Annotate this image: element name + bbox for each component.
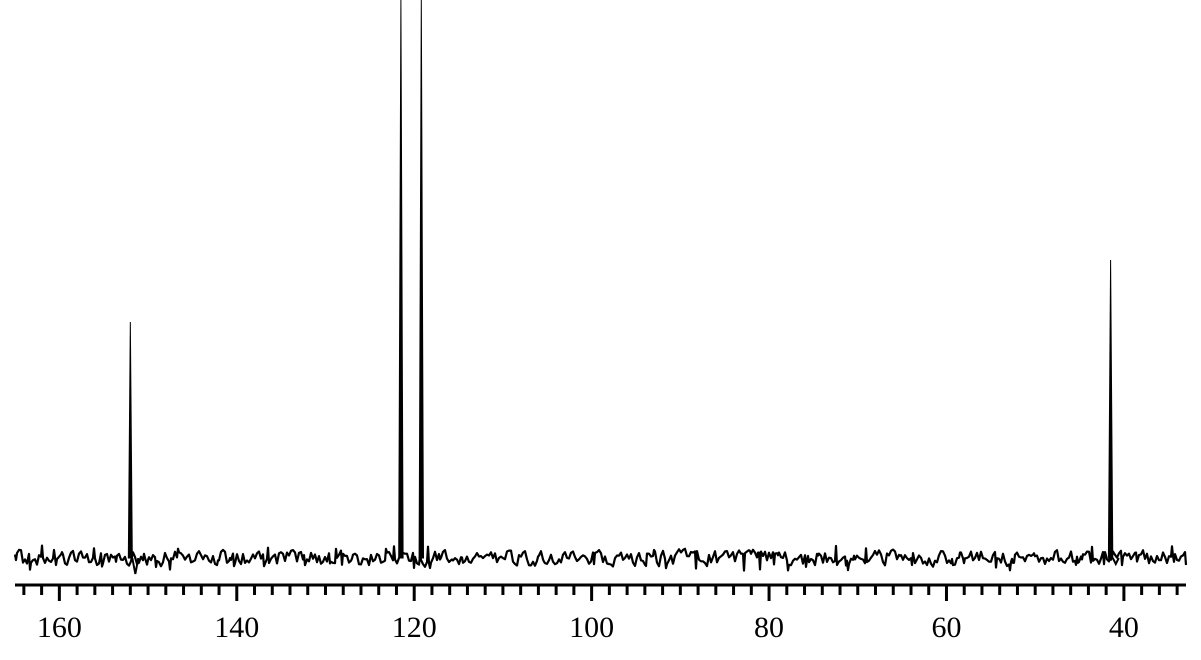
x-axis [15, 585, 1186, 601]
spectrum-svg: 160 140 120 100 80 60 40 [0, 0, 1201, 660]
x-tick-label-40: 40 [1109, 611, 1139, 644]
peak-1 [399, 0, 403, 558]
x-tick-label-100: 100 [569, 611, 614, 644]
x-tick-label-60: 60 [931, 611, 961, 644]
peak-3 [1108, 260, 1112, 558]
peak-3-dip [1113, 558, 1119, 564]
x-tick-label-80: 80 [754, 611, 784, 644]
x-tick-label-140: 140 [214, 611, 259, 644]
peak-0 [128, 322, 132, 558]
x-axis-labels: 160 140 120 100 80 60 40 [37, 611, 1139, 644]
x-tick-label-160: 160 [37, 611, 82, 644]
peak-2 [419, 0, 423, 558]
x-tick-label-120: 120 [392, 611, 437, 644]
nmr-spectrum-chart: 160 140 120 100 80 60 40 [0, 0, 1201, 660]
baseline-trace [15, 546, 1186, 571]
baseline-path [15, 546, 1186, 571]
peaks-group [128, 0, 1118, 574]
